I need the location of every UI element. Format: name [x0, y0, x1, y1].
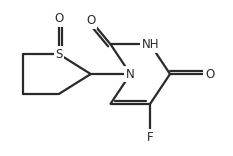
- Text: O: O: [86, 14, 95, 27]
- Text: S: S: [55, 48, 63, 61]
- Text: F: F: [147, 131, 154, 144]
- Text: O: O: [205, 68, 214, 80]
- Text: O: O: [54, 12, 64, 25]
- Text: N: N: [126, 68, 135, 80]
- Text: NH: NH: [141, 38, 159, 51]
